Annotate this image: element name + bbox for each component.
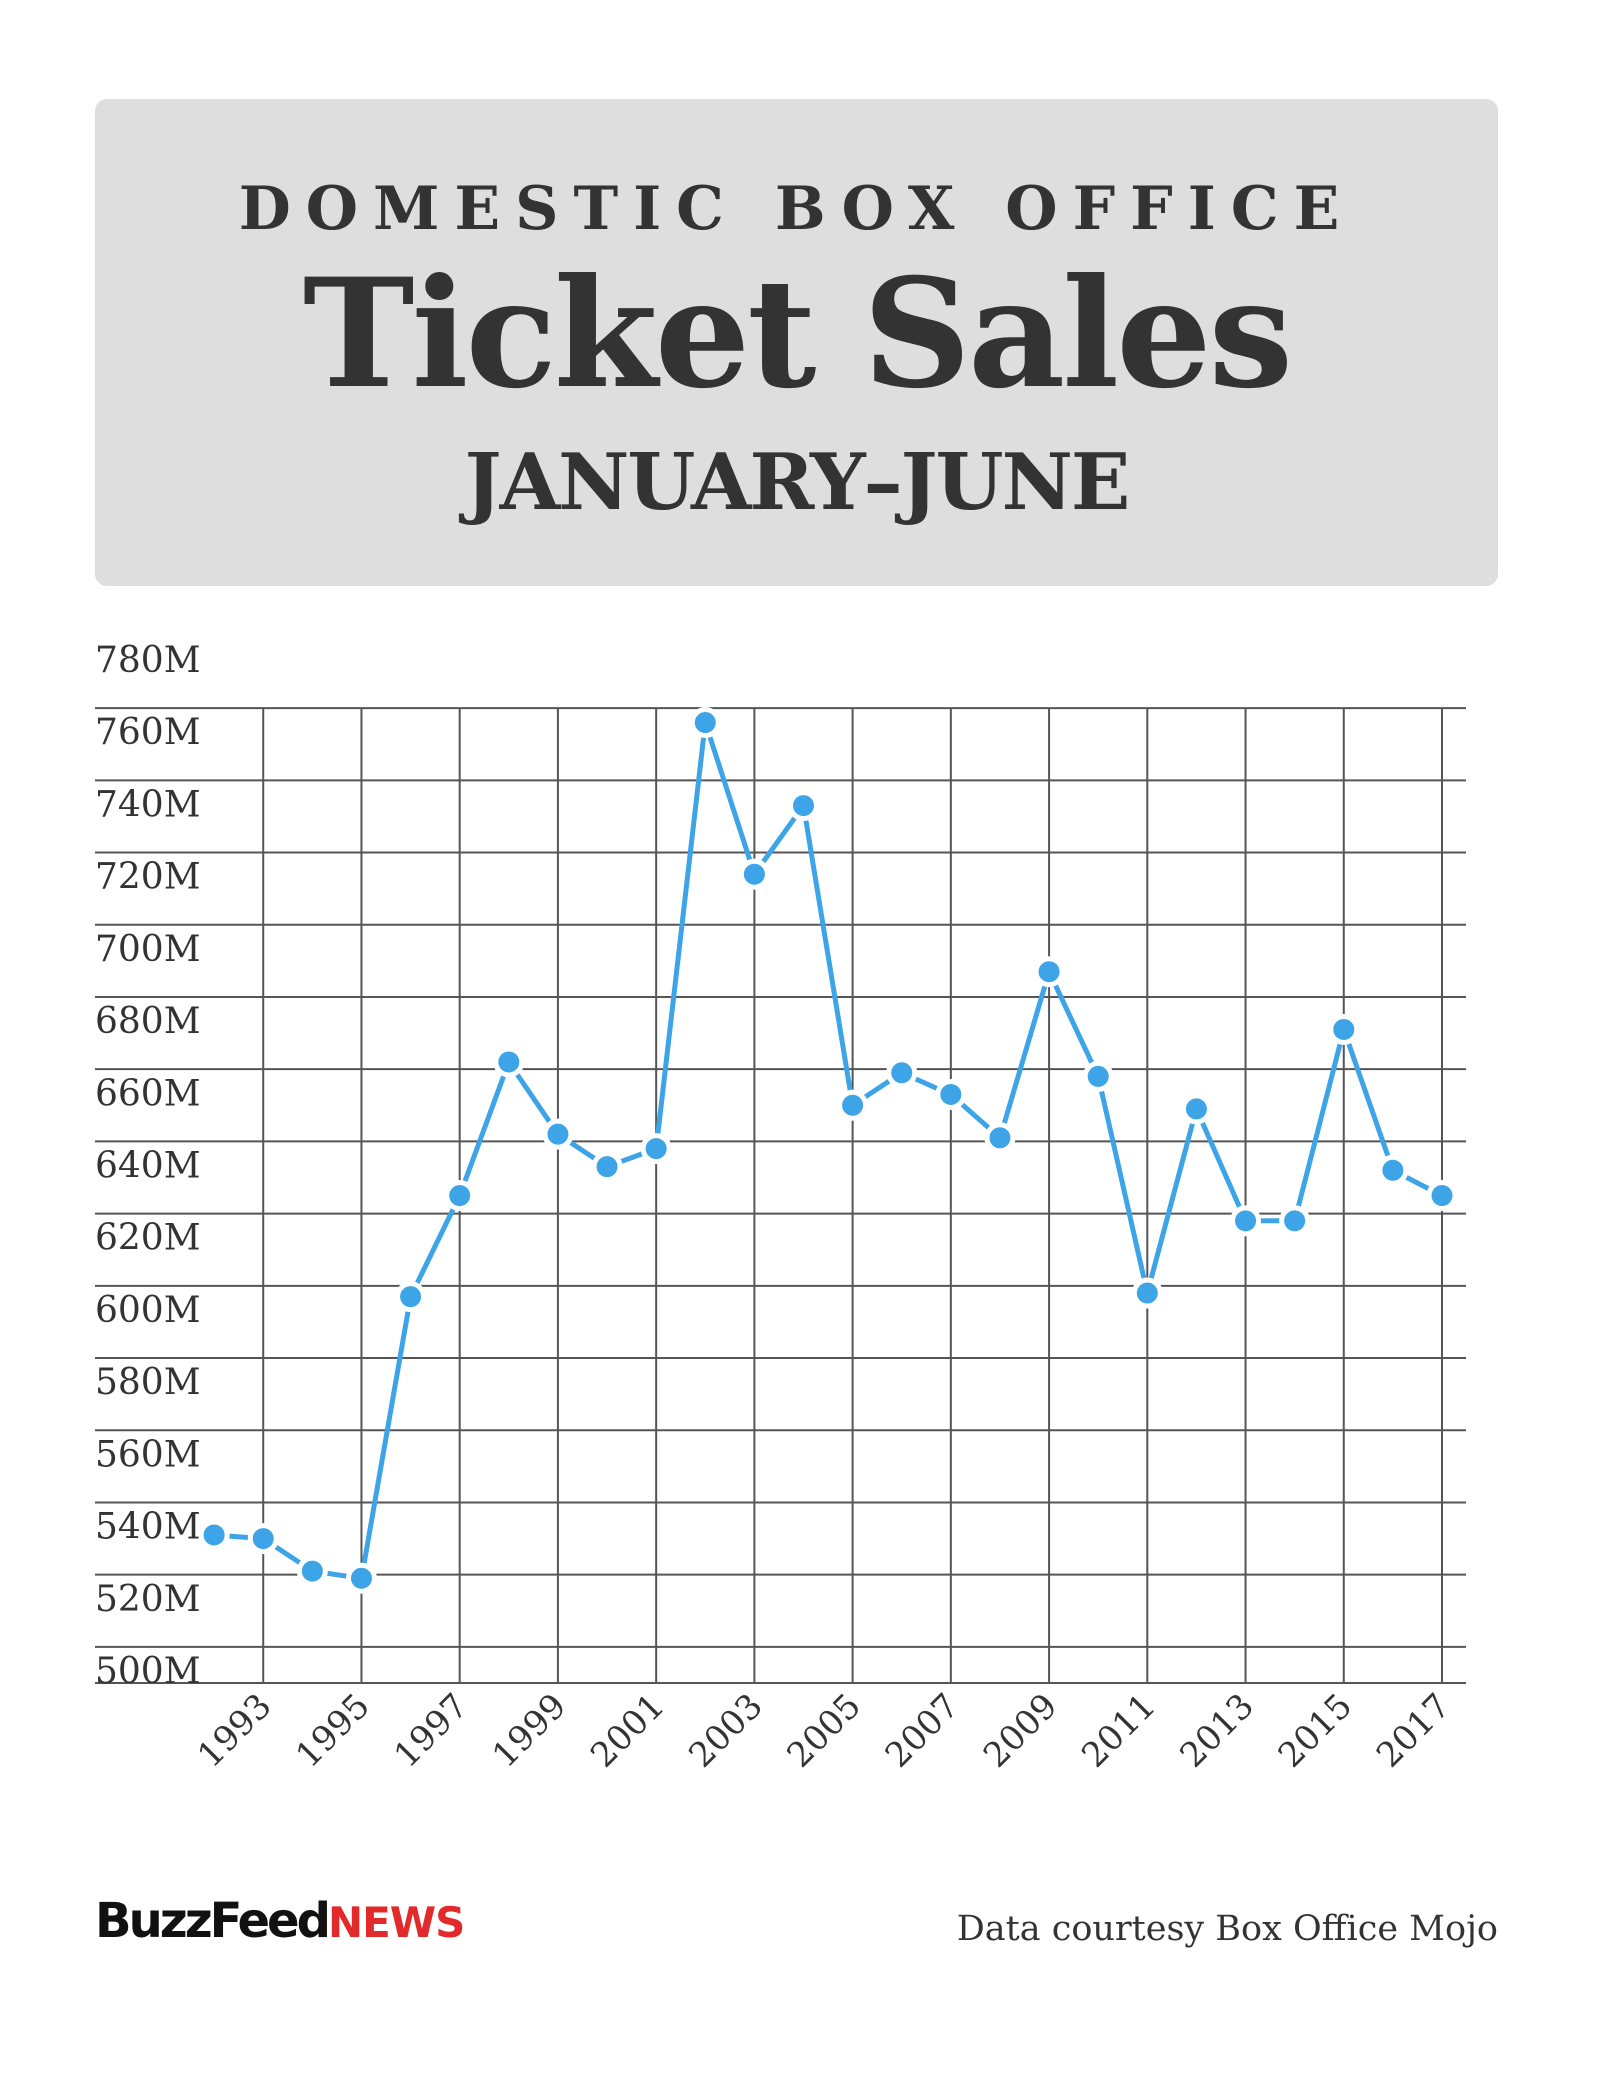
x-tick-label: 2017 — [1369, 1686, 1458, 1775]
y-tick-label: 580M — [95, 1362, 201, 1403]
data-point — [345, 1562, 377, 1594]
y-tick-label: 740M — [95, 784, 201, 825]
y-tick-label: 540M — [95, 1507, 201, 1548]
y-tick-label: 760M — [95, 712, 201, 753]
y-tick-label: 780M — [95, 640, 201, 681]
data-point — [1180, 1093, 1212, 1125]
x-axis-ticks: 1993 1995 1997 1999 2001 2003 2005 2007 2009 2011… — [190, 1686, 1458, 1775]
y-tick-label: 520M — [95, 1579, 201, 1620]
series-line — [213, 720, 1444, 1581]
data-point — [247, 1523, 279, 1555]
data-point — [738, 858, 770, 890]
data-point — [1328, 1013, 1360, 1045]
data-point — [640, 1133, 672, 1165]
x-tick-label: 2015 — [1271, 1686, 1360, 1775]
data-point — [984, 1122, 1016, 1154]
data-point — [837, 1089, 869, 1121]
x-tick-label: 1997 — [387, 1686, 476, 1775]
data-point — [395, 1281, 427, 1313]
header-panel: DOMESTIC BOX OFFICE Ticket Sales JANUARY… — [95, 99, 1498, 586]
data-point — [1131, 1277, 1163, 1309]
brand-primary: BuzzFeed — [95, 1893, 331, 1949]
y-tick-label: 680M — [95, 1001, 201, 1042]
x-tick-label: 2005 — [780, 1686, 869, 1775]
data-point — [935, 1078, 967, 1110]
y-tick-label: 700M — [95, 929, 201, 970]
x-tick-label: 1993 — [190, 1686, 279, 1775]
x-tick-label: 2003 — [681, 1686, 770, 1775]
y-tick-label: 640M — [95, 1146, 201, 1187]
chart-title: Ticket Sales — [302, 246, 1293, 422]
data-point — [788, 790, 819, 822]
y-tick-label: 720M — [95, 857, 201, 898]
data-point — [493, 1046, 525, 1078]
header-kicker: DOMESTIC BOX OFFICE — [238, 174, 1355, 244]
header-date-range: JANUARY–JUNE — [464, 437, 1131, 528]
data-point — [542, 1118, 574, 1150]
x-tick-label: 1995 — [288, 1686, 377, 1775]
data-point — [1230, 1205, 1262, 1237]
y-tick-label: 620M — [95, 1218, 201, 1259]
data-point — [886, 1057, 918, 1089]
data-point — [1426, 1180, 1458, 1212]
data-point — [591, 1151, 623, 1183]
y-tick-label: 560M — [95, 1434, 201, 1475]
grid — [95, 707, 1466, 1684]
data-point — [1082, 1060, 1114, 1092]
x-tick-label: 2001 — [583, 1686, 672, 1775]
x-tick-label: 2011 — [1074, 1686, 1163, 1775]
y-tick-label: 500M — [95, 1651, 201, 1692]
buzzfeed-news-logo: BuzzFeedNEWS — [95, 1897, 465, 1947]
data-point — [689, 707, 721, 739]
data-point — [296, 1555, 328, 1587]
y-axis-ticks: 500M 520M 540M 560M 580M 600M 620M 640M 660M 680M… — [95, 640, 201, 1692]
data-point — [198, 1519, 230, 1551]
x-tick-label: 1999 — [485, 1686, 574, 1775]
data-point — [1279, 1205, 1311, 1237]
y-tick-label: 660M — [95, 1073, 201, 1114]
source-credit: Data courtesy Box Office Mojo — [956, 1909, 1498, 1949]
x-tick-label: 2013 — [1172, 1686, 1261, 1775]
series-points — [198, 707, 1458, 1594]
x-tick-label: 2009 — [976, 1686, 1065, 1775]
x-tick-label: 2007 — [878, 1686, 967, 1775]
brand-secondary: NEWS — [327, 1898, 465, 1947]
y-tick-label: 600M — [95, 1290, 201, 1331]
data-point — [1377, 1154, 1409, 1186]
data-point — [1033, 956, 1065, 988]
data-point — [444, 1180, 476, 1212]
series-path — [213, 720, 1444, 1581]
